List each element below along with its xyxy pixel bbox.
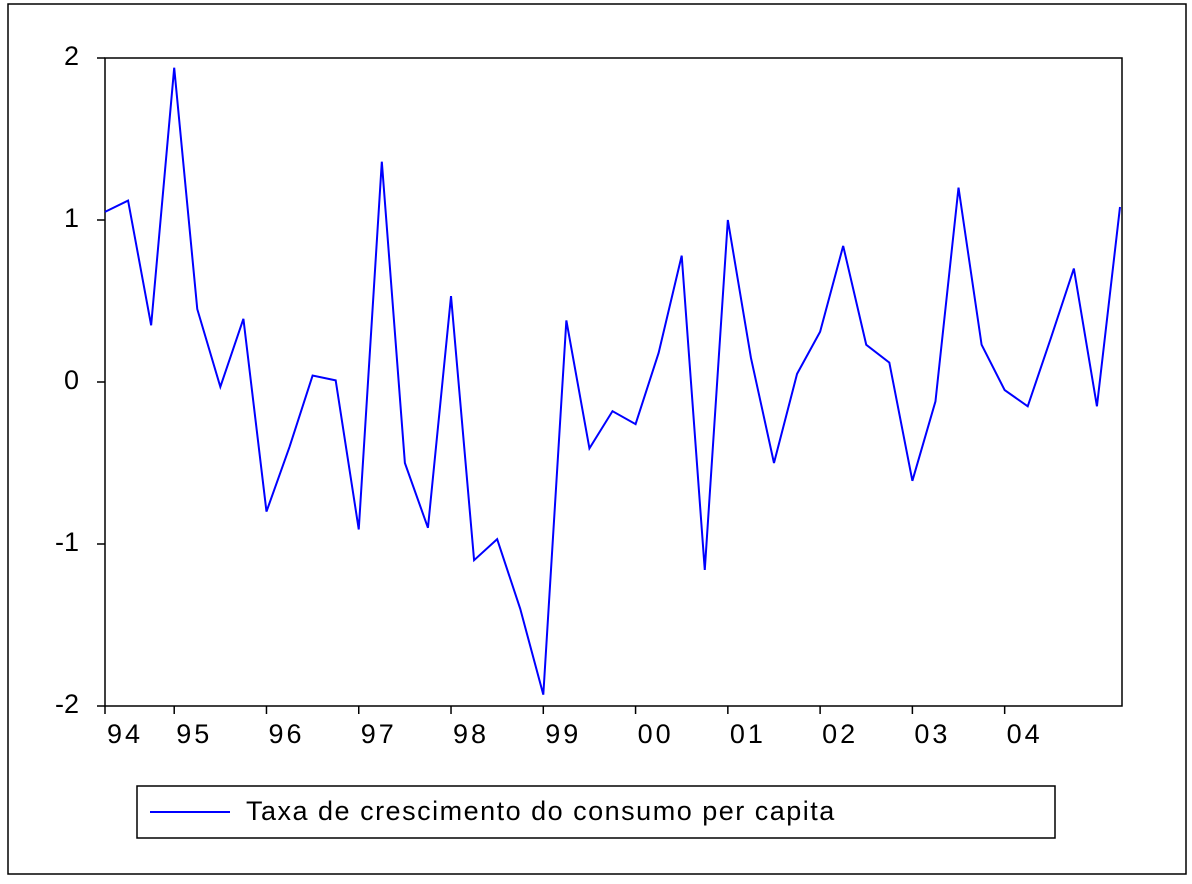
y-tick-label: 1 [64, 203, 79, 233]
x-tick-label: 04 [1007, 719, 1043, 749]
x-tick-label: 95 [176, 719, 212, 749]
x-tick-label: 97 [361, 719, 397, 749]
x-tick-label: 96 [268, 719, 304, 749]
x-tick-label: 00 [638, 719, 674, 749]
y-tick-label: 2 [64, 41, 79, 71]
series-line [104, 67, 1121, 695]
legend-label: Taxa de crescimento do consumo per capit… [246, 796, 836, 826]
legend-box [136, 785, 1056, 839]
y-tick-label: -2 [55, 689, 79, 719]
x-tick-label: 02 [822, 719, 858, 749]
x-tick-label: 99 [545, 719, 581, 749]
x-tick-label: 01 [730, 719, 766, 749]
y-tick-label: -1 [55, 527, 79, 557]
x-tick-label: 98 [453, 719, 489, 749]
y-tick-label: 0 [64, 365, 79, 395]
x-tick-label: 03 [914, 719, 950, 749]
frame [7, 3, 1187, 875]
x-tick-label: 94 [107, 719, 143, 749]
